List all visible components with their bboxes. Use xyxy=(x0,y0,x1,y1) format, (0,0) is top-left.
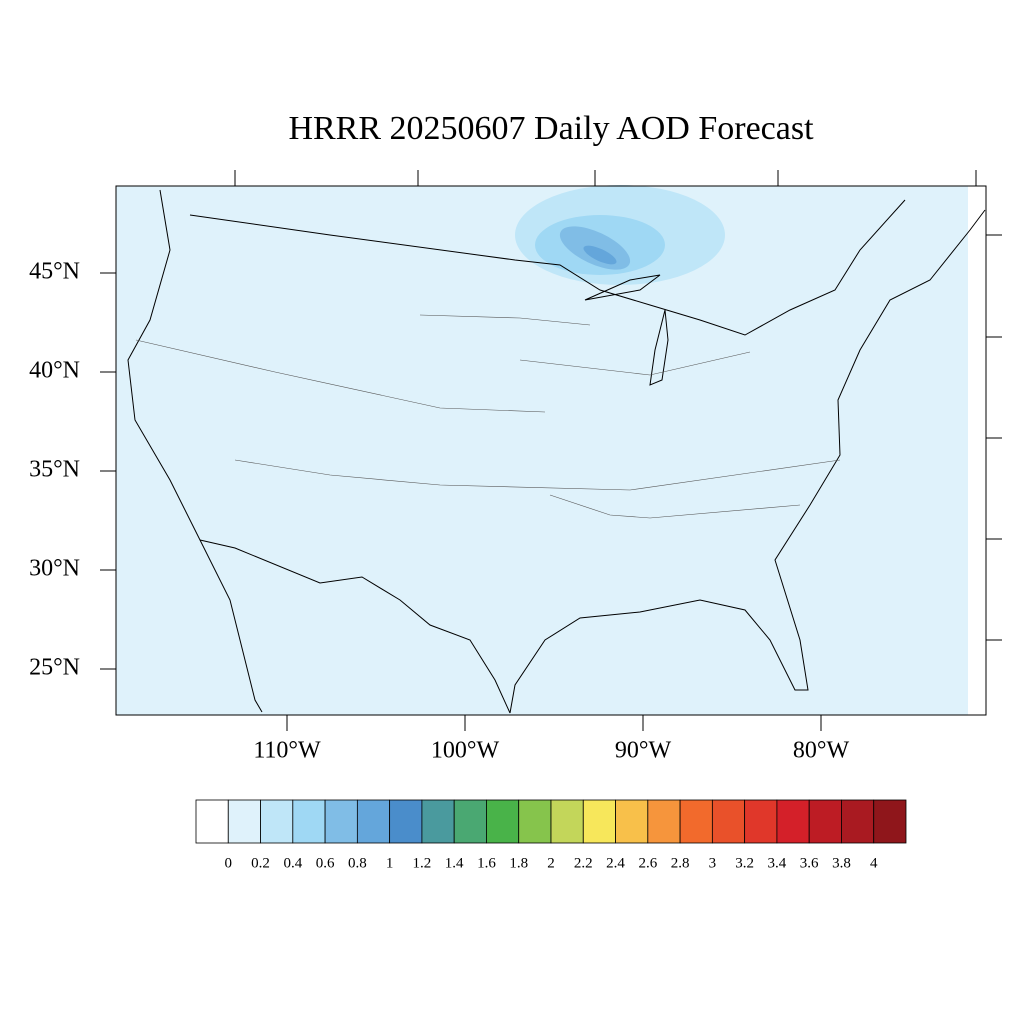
lat-label: 35°N xyxy=(29,457,80,483)
atlantic-gulf-coast xyxy=(509,209,986,714)
map-area xyxy=(115,170,1002,716)
mexico-border xyxy=(199,539,511,714)
plume-level-4 xyxy=(583,245,617,265)
colorbar-label: 1 xyxy=(386,855,394,871)
colorbar-label: 3.4 xyxy=(768,855,787,871)
axes: 45°N 40°N 35°N 30°N 25°N 110°W 100°W 90°W 80°W xyxy=(29,259,849,764)
colorbar-box xyxy=(292,799,326,844)
lat-label: 25°N xyxy=(29,655,80,681)
colorbar-box xyxy=(615,799,649,844)
colorbar-box xyxy=(518,799,552,844)
canada-border xyxy=(189,199,906,336)
colorbar: 0 0.2 0.4 0.6 0.8 1 1.2 1.4 1.6 1.8 2 2.2 2.4 2.6 2.8 3… xyxy=(195,799,907,871)
colorbar-label: 2.8 xyxy=(671,855,690,871)
coastlines xyxy=(127,189,986,714)
colorbar-label: 3.2 xyxy=(735,855,754,871)
colorbar-label: 2.4 xyxy=(606,855,625,871)
lake-superior xyxy=(584,274,661,301)
colorbar-box xyxy=(808,799,842,844)
lon-label: 90°W xyxy=(615,738,672,764)
colorbar-box xyxy=(227,799,261,844)
colorbar-label: 3.6 xyxy=(800,855,819,871)
colorbar-box xyxy=(421,799,455,844)
colorbar-label: 0.6 xyxy=(316,855,335,871)
colorbar-label: 3.8 xyxy=(832,855,851,871)
pacific-coast xyxy=(127,189,263,713)
colorbar-box xyxy=(711,799,746,844)
colorbar-label: 4 xyxy=(870,855,878,871)
colorbar-label: 0 xyxy=(225,855,233,871)
colorbar-box xyxy=(389,799,423,844)
colorbar-box xyxy=(873,799,907,844)
colorbar-box xyxy=(776,799,810,844)
lon-label: 110°W xyxy=(253,738,321,764)
colorbar-label: 3 xyxy=(709,855,717,871)
colorbar-label: 1.6 xyxy=(477,855,496,871)
colorbar-label: 0.8 xyxy=(348,855,367,871)
colorbar-label: 2 xyxy=(547,855,555,871)
colorbar-label: 1.4 xyxy=(445,855,464,871)
colorbar-label: 2.6 xyxy=(638,855,657,871)
colorbar-box xyxy=(195,799,229,844)
colorbar-box xyxy=(356,799,391,844)
map-frame xyxy=(115,185,987,716)
colorbar-box xyxy=(841,799,875,844)
lat-label: 45°N xyxy=(29,259,80,285)
lake-michigan xyxy=(649,309,669,386)
colorbar-label: 1.2 xyxy=(413,855,432,871)
colorbar-label: 1.8 xyxy=(509,855,528,871)
colorbar-box xyxy=(324,799,358,844)
colorbar-box xyxy=(744,799,778,844)
colorbar-box xyxy=(582,799,616,844)
colorbar-box xyxy=(260,799,294,844)
aod-plume xyxy=(515,185,725,285)
frame-ticks xyxy=(234,170,1002,641)
lat-label: 40°N xyxy=(29,358,80,384)
colorbar-label: 2.2 xyxy=(574,855,593,871)
colorbar-box xyxy=(453,799,487,844)
lon-label: 100°W xyxy=(431,738,500,764)
state-lines xyxy=(135,314,841,519)
colorbar-box xyxy=(679,799,713,844)
colorbar-label: 0.2 xyxy=(251,855,270,871)
state-boundaries xyxy=(135,314,841,519)
colorbar-label: 0.4 xyxy=(283,855,302,871)
lon-label: 80°W xyxy=(793,738,850,764)
colorbar-box xyxy=(486,799,520,844)
colorbar-box xyxy=(550,799,584,844)
colorbar-box xyxy=(647,799,681,844)
lat-label: 30°N xyxy=(29,556,80,582)
map-title: HRRR 20250607 Daily AOD Forecast xyxy=(288,110,814,147)
map-field xyxy=(116,186,968,715)
